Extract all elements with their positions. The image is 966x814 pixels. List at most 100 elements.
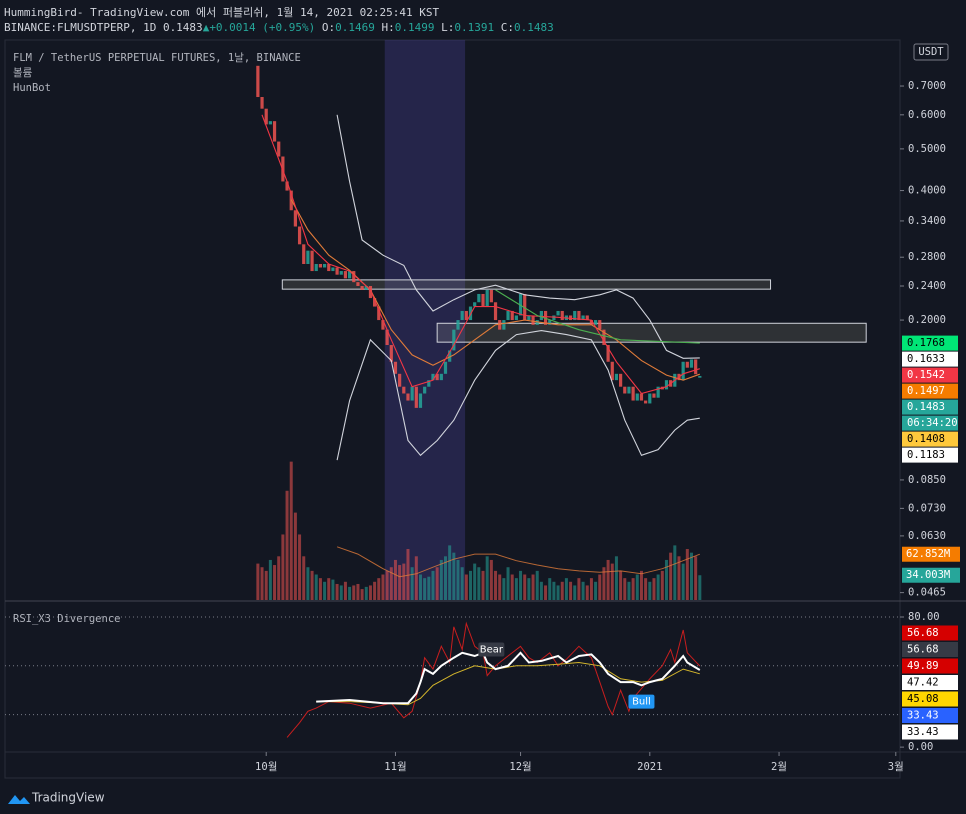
candle: [339, 271, 343, 275]
candle: [510, 310, 514, 321]
candle: [552, 315, 556, 321]
ohlc-key: L:: [441, 21, 455, 34]
candle: [398, 373, 402, 387]
zone: [281, 279, 772, 290]
volume-bar: [306, 567, 310, 600]
candle: [464, 310, 468, 321]
ohlc-value: 0.1483: [514, 21, 554, 34]
candle: [277, 141, 281, 157]
arrow: ▲: [202, 21, 210, 34]
volume-bar: [339, 585, 343, 600]
candle: [322, 264, 327, 268]
currency-badge[interactable]: [913, 43, 949, 61]
candle: [435, 373, 439, 381]
volume-bar: [298, 534, 302, 600]
x-tick-label: 12월: [509, 761, 531, 773]
y-tick-label: 0.2800: [908, 251, 946, 263]
volume-bar: [535, 570, 539, 600]
volume-bar: [273, 565, 277, 600]
volume-bar: [656, 574, 660, 600]
volume-bar: [293, 512, 297, 600]
logo-icon: [8, 795, 30, 804]
ohlc-value: 0.1469: [335, 21, 375, 34]
price-label: 0.1183: [907, 449, 945, 461]
candle: [539, 310, 543, 321]
volume-bar: [393, 559, 397, 600]
annotation-bg: [478, 642, 505, 657]
candle: [285, 181, 289, 191]
volume-label-bg: [902, 546, 960, 562]
rsi-line: [316, 661, 700, 706]
volume-bar: [660, 570, 664, 600]
volume-bar: [627, 581, 631, 600]
candle: [268, 121, 272, 125]
volume-bar: [323, 581, 327, 600]
volume-bar: [506, 567, 510, 600]
candle: [297, 226, 302, 245]
rsi-label-bg: [902, 625, 958, 641]
volume-label: 34.003M: [906, 569, 950, 581]
candle: [423, 386, 427, 394]
volume-bar: [519, 570, 523, 600]
candle: [306, 250, 310, 265]
zone: [436, 322, 867, 343]
volume-bar: [402, 563, 406, 600]
candle: [664, 380, 669, 390]
price-label-bg: [902, 399, 958, 415]
volume-bar: [531, 574, 535, 600]
volume-bar: [514, 578, 518, 600]
price-label: 0.1408: [907, 433, 945, 445]
instrument: FLM / TetherUS PERPETUAL FUTURES, 1날, BI…: [13, 52, 301, 64]
candle: [477, 293, 481, 303]
volume-bar: [623, 578, 627, 600]
annotation: Bear: [480, 645, 504, 656]
candle: [448, 350, 452, 362]
volume-bar: [331, 579, 335, 600]
volume-bar: [619, 570, 623, 600]
volume-bar: [498, 574, 502, 600]
ohlc-value: 0.1499: [394, 21, 435, 34]
candle: [606, 345, 610, 362]
volume-bar: [414, 556, 418, 600]
rsi-label-bg: [902, 658, 958, 674]
candle: [619, 373, 623, 387]
candle: [272, 121, 277, 142]
volume-ma: [336, 546, 700, 578]
candle: [485, 289, 489, 307]
y-tick-label: 0.3400: [908, 215, 946, 227]
rsi-tick-label: 80.00: [908, 611, 940, 623]
candle: [460, 310, 464, 321]
candle: [418, 393, 423, 408]
candle: [514, 315, 518, 321]
y-tick-label: 0.0630: [908, 530, 946, 542]
volume-bar: [681, 563, 685, 600]
ohlc-key: O:: [321, 21, 336, 34]
volume-bar: [364, 586, 368, 600]
publish-title: HummingBird- TradingView.com 에서 퍼블리쉬, 1월…: [4, 6, 440, 19]
candle: [373, 298, 377, 307]
price-label-bg: [902, 415, 958, 431]
volume-bar: [698, 575, 702, 600]
volume-bar: [310, 570, 314, 600]
volume-bar: [348, 586, 352, 600]
overlay-line: [495, 289, 700, 344]
rsi-label: 33.43: [907, 726, 939, 738]
volume-bar: [448, 545, 452, 600]
volume-bar: [598, 574, 602, 600]
volume-bar: [502, 578, 506, 600]
volume-bar: [406, 549, 410, 600]
volume-bar: [689, 552, 693, 600]
price-label: 0.1542: [907, 369, 945, 381]
overlay-line: [336, 114, 700, 359]
candle: [260, 97, 264, 109]
overlay-line: [290, 199, 700, 381]
candle: [556, 310, 560, 316]
y-tick-label: 0.6000: [908, 109, 946, 121]
ohlc-key: H:: [381, 21, 395, 34]
candle: [302, 244, 306, 265]
volume-bar: [569, 581, 573, 600]
candle: [264, 108, 268, 125]
candle: [568, 315, 573, 321]
candle: [452, 329, 456, 351]
candle: [377, 306, 381, 321]
